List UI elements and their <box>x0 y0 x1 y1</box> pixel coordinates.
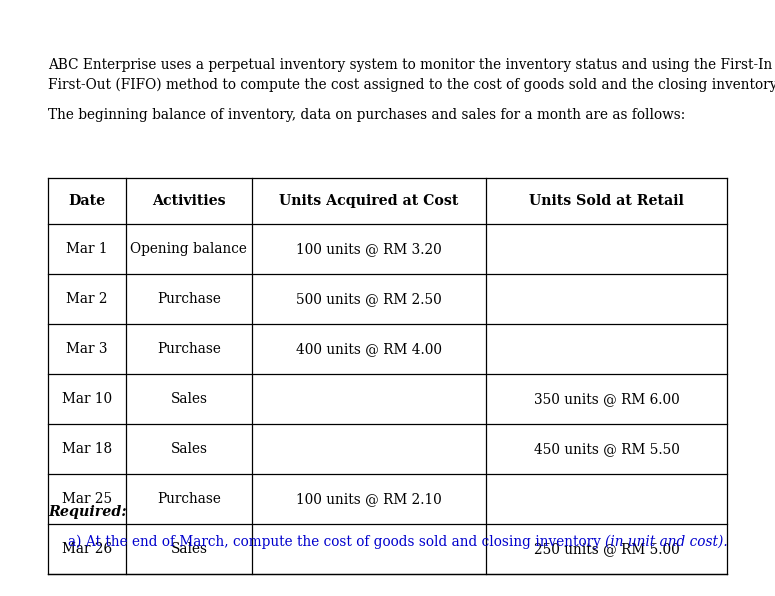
Text: 100 units @ RM 2.10: 100 units @ RM 2.10 <box>296 492 442 506</box>
Text: Mar 3: Mar 3 <box>67 342 108 356</box>
Text: 450 units @ RM 5.50: 450 units @ RM 5.50 <box>533 442 680 456</box>
Text: Purchase: Purchase <box>157 492 221 506</box>
Text: a) At the end of March, compute the cost of goods sold and closing inventory: a) At the end of March, compute the cost… <box>68 535 605 550</box>
Text: Date: Date <box>68 194 105 208</box>
Text: Opening balance: Opening balance <box>130 242 247 256</box>
Text: Required:: Required: <box>48 505 126 519</box>
Text: Mar 25: Mar 25 <box>62 492 112 506</box>
Text: Sales: Sales <box>170 542 208 556</box>
Text: First-Out (FIFO) method to compute the cost assigned to the cost of goods sold a: First-Out (FIFO) method to compute the c… <box>48 78 775 92</box>
Text: 100 units @ RM 3.20: 100 units @ RM 3.20 <box>296 242 442 256</box>
Text: 350 units @ RM 6.00: 350 units @ RM 6.00 <box>534 392 680 406</box>
Text: Activities: Activities <box>152 194 226 208</box>
Text: (in unit and cost).: (in unit and cost). <box>605 535 728 549</box>
Text: Purchase: Purchase <box>157 292 221 306</box>
Text: Mar 18: Mar 18 <box>62 442 112 456</box>
Text: Mar 10: Mar 10 <box>62 392 112 406</box>
Text: Purchase: Purchase <box>157 342 221 356</box>
Text: Mar 1: Mar 1 <box>67 242 108 256</box>
Text: Units Acquired at Cost: Units Acquired at Cost <box>279 194 459 208</box>
Text: Mar 2: Mar 2 <box>67 292 108 306</box>
Text: Mar 26: Mar 26 <box>62 542 112 556</box>
Text: Sales: Sales <box>170 392 208 406</box>
Text: Sales: Sales <box>170 442 208 456</box>
Text: 400 units @ RM 4.00: 400 units @ RM 4.00 <box>296 342 442 356</box>
Text: The beginning balance of inventory, data on purchases and sales for a month are : The beginning balance of inventory, data… <box>48 108 685 122</box>
Text: Units Sold at Retail: Units Sold at Retail <box>529 194 684 208</box>
Text: 500 units @ RM 2.50: 500 units @ RM 2.50 <box>296 292 442 306</box>
Text: 250 units @ RM 5.00: 250 units @ RM 5.00 <box>534 542 680 556</box>
Text: ABC Enterprise uses a perpetual inventory system to monitor the inventory status: ABC Enterprise uses a perpetual inventor… <box>48 58 772 72</box>
